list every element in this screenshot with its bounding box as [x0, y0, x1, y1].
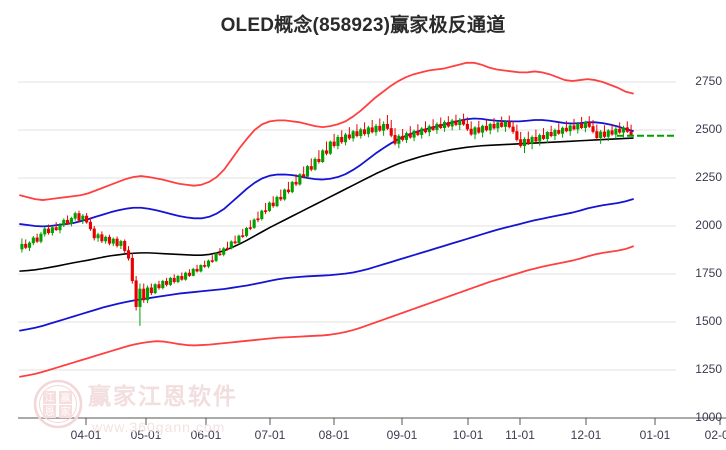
x-axis-tick-label: 05-01	[130, 428, 162, 442]
x-axis-tick-label: 08-01	[318, 428, 350, 442]
x-axis-tick-label: 01-01	[639, 428, 671, 442]
y-axis-tick-label: 1500	[695, 314, 722, 328]
y-axis-tick-label: 2250	[695, 170, 722, 184]
page-title: OLED概念(858923)赢家极反通道	[220, 15, 506, 36]
x-axis-tick-label: 07-01	[254, 428, 286, 442]
y-axis-tick-label: 1000	[695, 410, 722, 424]
x-axis-tick-label: 11-01	[505, 428, 535, 442]
y-axis-tick-label: 1250	[695, 362, 722, 376]
y-axis-tick-label: 2750	[695, 74, 722, 88]
y-axis-tick-label: 2000	[695, 218, 722, 232]
x-axis-tick-label: 09-01	[386, 428, 418, 442]
y-axis-tick-label: 1750	[695, 266, 722, 280]
channel-band-lines	[19, 61, 634, 378]
y-axis-tick-label: 2500	[695, 122, 722, 136]
axis-lines-and-ticks	[18, 417, 726, 425]
x-axis-tick-label: 02-01	[704, 428, 726, 442]
x-axis-tick-label: 12-01	[570, 428, 602, 442]
candlestick-series	[20, 113, 633, 326]
x-axis-tick-label: 10-01	[452, 428, 484, 442]
x-axis-tick-label: 04-01	[70, 428, 102, 442]
x-axis-tick-label: 06-01	[190, 428, 222, 442]
